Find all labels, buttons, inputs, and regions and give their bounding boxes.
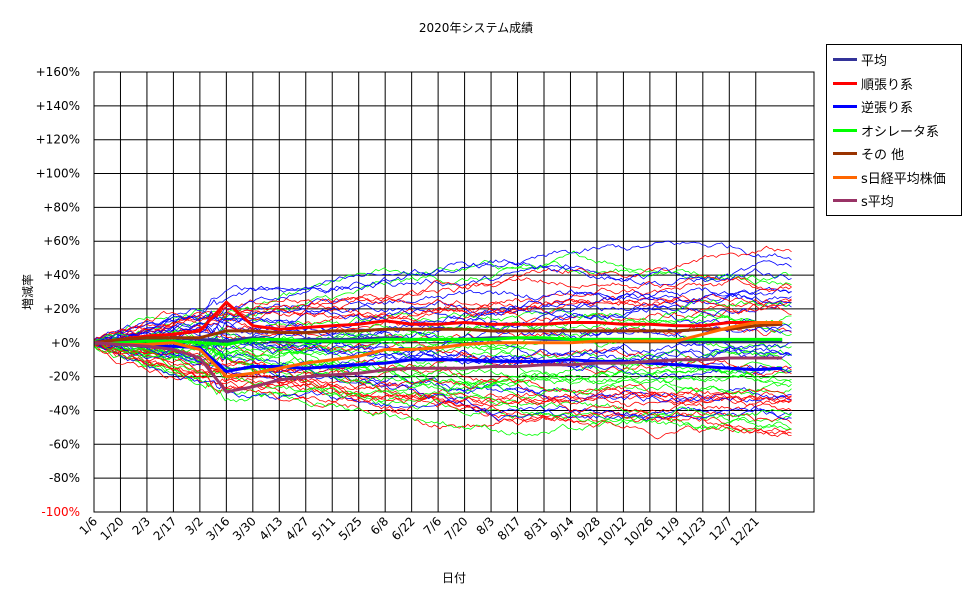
x-tick-label: 7/20 bbox=[442, 514, 471, 543]
y-tick-label: -40% bbox=[49, 403, 80, 417]
system-line bbox=[93, 307, 792, 345]
system-line bbox=[93, 286, 792, 346]
y-tick-label: -20% bbox=[49, 370, 80, 384]
chart-title: 2020年システム成績 bbox=[419, 21, 533, 35]
y-tick-labels: +160% +140% +120% +100% +80% +60% +40% +20% +0% -… bbox=[36, 65, 80, 519]
system-line bbox=[93, 342, 792, 438]
y-axis-label: 増減率 bbox=[20, 274, 35, 310]
legend-swatch bbox=[833, 175, 857, 179]
system-line bbox=[93, 290, 792, 344]
x-tick-label: 1/20 bbox=[98, 514, 127, 543]
y-tick-label: +160% bbox=[36, 65, 80, 79]
x-tick-label: 8/3 bbox=[474, 514, 498, 538]
legend-swatch bbox=[833, 58, 857, 62]
x-tick-label: 5/25 bbox=[336, 514, 365, 543]
x-tick-label: 10/12 bbox=[595, 514, 629, 548]
x-tick-label: 4/27 bbox=[283, 514, 312, 543]
x-tick-label: 6/8 bbox=[368, 514, 392, 538]
system-line bbox=[93, 333, 792, 392]
system-line bbox=[93, 345, 792, 430]
legend-label: 逆張り系 bbox=[861, 101, 914, 117]
x-tick-labels: 1/61/20 2/32/17 3/23/163/304/134/275/115/2… bbox=[77, 514, 762, 548]
system-line bbox=[93, 295, 792, 346]
y-tick-label: +20% bbox=[43, 302, 80, 316]
series-line-1 bbox=[93, 300, 783, 345]
legend-swatch bbox=[833, 152, 857, 156]
series-line-2 bbox=[93, 341, 783, 373]
legend-item: 平均 bbox=[833, 48, 961, 72]
x-tick-label: 3/2 bbox=[182, 514, 206, 538]
legend-item: 順張り系 bbox=[833, 72, 961, 96]
x-tick-label: 6/22 bbox=[389, 514, 418, 543]
x-axis-label: 日付 bbox=[442, 571, 466, 585]
y-tick-label: +40% bbox=[43, 268, 80, 282]
x-tick-label: 2/17 bbox=[151, 514, 180, 543]
y-tick-label: -100% bbox=[41, 505, 80, 519]
system-line bbox=[93, 342, 792, 400]
system-line bbox=[93, 341, 792, 367]
series-line-5 bbox=[93, 321, 783, 379]
system-line bbox=[93, 342, 792, 425]
legend-label: 平均 bbox=[861, 54, 888, 70]
x-tick-label: 1/6 bbox=[77, 514, 101, 538]
x-tick-label: 12/21 bbox=[728, 514, 762, 548]
x-tick-label: 5/11 bbox=[309, 514, 338, 543]
system-line bbox=[93, 342, 792, 436]
x-tick-label: 3/30 bbox=[230, 514, 259, 543]
legend-item: オシレータ系 bbox=[833, 119, 961, 143]
legend-item: s平均 bbox=[833, 189, 961, 213]
y-tick-label: +0% bbox=[51, 336, 80, 350]
system-line bbox=[93, 260, 792, 340]
x-tick-label: 7/6 bbox=[421, 514, 445, 538]
x-tick-label: 3/16 bbox=[204, 514, 233, 543]
x-tick-label: 4/13 bbox=[256, 514, 285, 543]
x-tick-label: 10/26 bbox=[622, 514, 656, 548]
y-tick-label: +100% bbox=[36, 167, 80, 181]
legend-label: s平均 bbox=[861, 195, 894, 211]
legend-swatch bbox=[833, 128, 857, 132]
y-tick-label: +140% bbox=[36, 99, 80, 113]
x-tick-label: 8/17 bbox=[495, 514, 524, 543]
y-tick-label: +80% bbox=[43, 200, 80, 214]
plot-frame bbox=[93, 71, 815, 513]
series-line-4 bbox=[93, 322, 783, 345]
series-line-6 bbox=[93, 341, 783, 394]
x-tick-label: 11/23 bbox=[675, 514, 709, 548]
legend-label: その 他 bbox=[861, 148, 905, 164]
legend-item: その 他 bbox=[833, 142, 961, 166]
system-line bbox=[93, 337, 792, 396]
x-tick-label: 2/3 bbox=[130, 514, 154, 538]
series-lines bbox=[93, 300, 783, 394]
legend-item: 逆張り系 bbox=[833, 95, 961, 119]
system-line bbox=[93, 345, 792, 387]
x-tick-label: 9/14 bbox=[548, 514, 577, 543]
legend-label: s日経平均株価 bbox=[861, 171, 946, 187]
legend: 平均順張り系逆張り系オシレータ系 その 他 s日経平均株価 s平均 bbox=[826, 44, 962, 216]
legend-label: オシレータ系 bbox=[861, 124, 940, 140]
y-tick-label: -80% bbox=[49, 471, 80, 485]
legend-label: 順張り系 bbox=[861, 77, 914, 93]
y-tick-label: -60% bbox=[49, 437, 80, 451]
system-line bbox=[93, 340, 792, 436]
system-line bbox=[93, 240, 792, 342]
series-line-3 bbox=[94, 336, 783, 346]
legend-swatch bbox=[833, 199, 857, 203]
x-tick-label: 8/31 bbox=[521, 514, 550, 543]
legend-swatch bbox=[833, 105, 857, 109]
y-tick-label: +60% bbox=[43, 234, 80, 248]
system-line bbox=[93, 294, 792, 342]
legend-item: s日経平均株価 bbox=[833, 166, 961, 190]
system-line bbox=[93, 342, 792, 411]
legend-swatch bbox=[833, 81, 857, 85]
y-tick-label: +120% bbox=[36, 133, 80, 147]
